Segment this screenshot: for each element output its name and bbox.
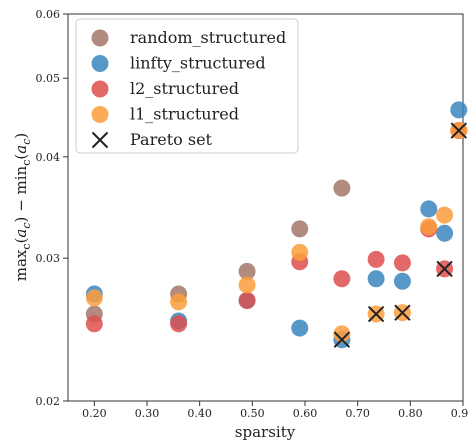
linfty-structured-point [436,224,454,242]
x-tick-label: 0.80 [398,407,423,420]
legend: random_structured linfty_structured l2_str… [75,18,299,154]
y-label-paren-open2: ( [12,154,30,160]
l1-structured-point [238,276,256,294]
y-label-min: min [12,165,30,194]
y-label-paren-close2: ) [12,133,30,139]
l1-structured-point [420,218,438,236]
linfty-structured-point [291,319,309,337]
random-structured-point [238,262,256,280]
y-label-sub-c2: c [20,160,33,166]
points-layer [85,101,468,349]
legend-box [75,18,299,154]
legend-marker-l1-structured [91,106,109,123]
x-tick-label: 0.20 [82,407,107,420]
legend-label-pareto-set: Pareto set [130,130,213,149]
linfty-structured-point [367,270,385,288]
legend-label-l1-structured: l1_structured [130,105,239,124]
l1-structured-point [170,293,188,311]
y-label-sub-a1: c [20,222,33,228]
legend-label-random-structured: random_structured [130,28,286,47]
random-structured-point [291,220,309,238]
y-label-max: max [12,249,30,281]
y-label-a2: a [12,145,30,154]
legend-label-l2-structured: l2_structured [130,79,239,98]
legend-marker-l2-structured [91,80,109,98]
y-label-paren-close1: ) [12,217,30,223]
random-structured-point [333,179,351,197]
linfty-structured-point [450,101,468,119]
x-tick-label: 0.70 [345,407,370,420]
y-tick-label: 0.04 [36,151,61,164]
x-tick-label: 0.60 [293,407,318,420]
l1-structured-point [291,243,309,261]
x-axis-label: sparsity [235,423,296,441]
y-label-paren-open1: ( [12,238,30,244]
pareto-marker [436,260,453,278]
y-tick-label: 0.05 [36,72,61,85]
y-label-sub-c1: c [20,243,33,249]
l1-structured-point [85,289,103,307]
series-pareto-set [333,122,467,348]
l2-structured-point [367,250,385,268]
legend-marker-random-structured [91,29,109,47]
y-tick-label: 0.06 [36,8,61,21]
legend-marker-pareto [91,131,109,149]
pareto-marker [367,305,385,323]
y-axis-label: maxc(ac) − minc(ac) [12,133,33,281]
l2-structured-point [238,292,256,310]
x-tick-label: 0.50 [240,407,265,420]
l2-structured-point [333,270,351,288]
l1-structured-point [436,206,454,224]
pareto-marker [450,122,467,139]
y-label-sub-a2: c [20,139,33,145]
l2-structured-point [170,315,188,333]
x-tick-label: 0.90 [451,407,468,420]
legend-label-linfty-structured: linfty_structured [130,54,266,73]
y-label-minus: − [12,194,30,216]
pareto-marker [333,331,351,348]
legend-items: random_structured linfty_structured l2_str… [91,28,286,149]
ticks-layer: 0.20 0.30 0.40 0.50 0.60 0.70 0.80 0.90 0.02 0.03… [36,8,468,420]
l2-structured-point [85,315,103,333]
legend-marker-linfty-structured [91,55,109,72]
pareto-marker [394,304,411,321]
x-tick-label: 0.30 [135,407,160,420]
linfty-structured-point [393,272,411,290]
y-label-a1: a [12,229,30,238]
l2-structured-point [393,254,411,272]
y-tick-label: 0.03 [36,252,61,265]
x-tick-label: 0.40 [187,407,212,420]
linfty-structured-point [420,200,438,218]
l1-structured-point [333,325,351,343]
y-tick-label: 0.02 [36,395,61,408]
